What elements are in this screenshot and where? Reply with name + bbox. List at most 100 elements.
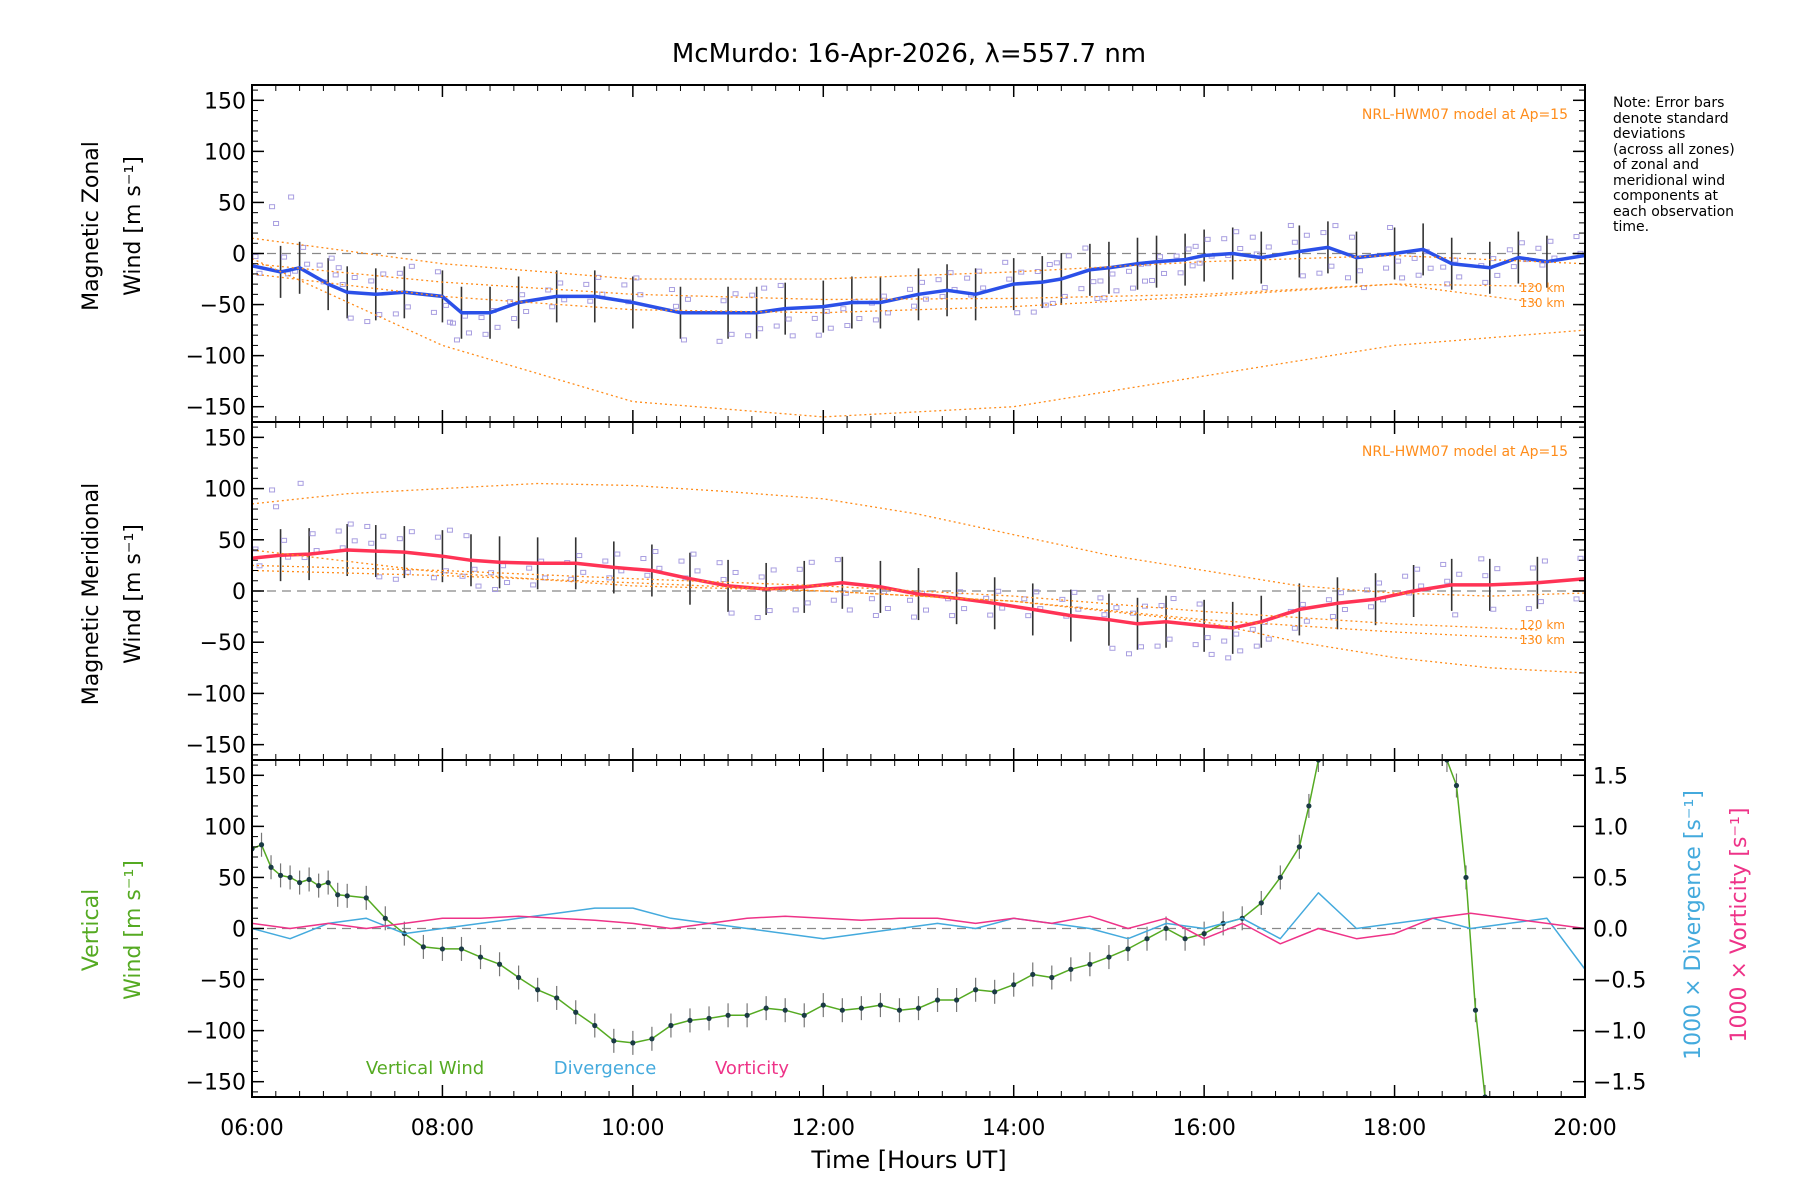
zonal-series-zonal-wind-scatter-point: [587, 298, 594, 304]
zonal-series-zonal-wind-scatter-point: [1157, 254, 1164, 260]
zonal-series-zonal-wind-scatter-point: [856, 316, 863, 322]
zonal-series-zonal-wind-scatter-point: [1482, 279, 1489, 285]
zonal-series-zonal-wind-scatter-point: [749, 292, 756, 298]
meridional-series-meridional-wind-scatter-point: [335, 528, 342, 534]
legend-divergence: Divergence: [554, 1058, 657, 1079]
meridional-series-meridional-wind-scatter-point: [690, 551, 697, 557]
meridional-series-meridional-wind-scatter-point: [957, 589, 964, 595]
vertical-series-vertical-wind-point: [1049, 974, 1055, 981]
meridional-series-meridional-wind-scatter-point: [694, 568, 701, 574]
meridional-model-label: NRL-HWM07 model at Ap=15: [1362, 444, 1568, 460]
zonal-series-zonal-wind-scatter-point: [1049, 300, 1056, 306]
zonal-series-zonal-wind-scatter-point: [1303, 232, 1310, 238]
meridional-series-meridional-wind-scatter-point: [364, 523, 371, 529]
zonal-series-zonal-wind-scatter-point: [823, 308, 830, 314]
zonal-series-zonal-wind-scatter-point: [252, 254, 259, 260]
vertical-series-vertical-wind-point: [496, 961, 503, 967]
meridional-wind-panel: −150 −100 −50 0 50 100 150: [186, 421, 1595, 761]
zonal-series-zonal-wind-scatter-point: [773, 323, 780, 329]
zonal-series-zonal-wind-scatter-point: [511, 316, 518, 322]
zonal-series-zonal-wind-scatter-point: [1360, 285, 1367, 291]
zonal-series-zonal-wind-scatter-point: [1002, 259, 1009, 265]
meridional-series-meridional-wind-scatter-point: [1113, 605, 1120, 611]
meridional-ytick-label: 150: [204, 426, 246, 451]
zonal-series-zonal-wind-scatter-point: [884, 310, 891, 316]
meridional-series-meridional-wind-scatter-point: [1233, 631, 1240, 637]
vertical-xtick-label: 14:00: [982, 1116, 1045, 1141]
meridional-series-meridional-wind-scatter-point: [923, 607, 929, 613]
vertical-series-vorticity-line: [252, 912, 1585, 945]
meridional-series-meridional-wind-scatter-point: [1025, 613, 1032, 619]
meridional-series-meridional-wind-scatter-point: [269, 487, 276, 493]
meridional-series-meridional-wind-scatter-point: [408, 529, 415, 535]
meridional-series-meridional-wind-scatter-point: [1368, 604, 1375, 610]
zonal-series-zonal-wind-scatter-point: [1185, 246, 1192, 252]
vertical-series-vertical-wind-point: [744, 1012, 750, 1018]
zonal-series-zonal-wind-scatter-point: [1287, 222, 1294, 228]
vertical-xtick-label: 18:00: [1363, 1116, 1426, 1141]
meridional-series-meridional-wind-scatter-point: [754, 615, 761, 621]
zonal-series-zonal-wind-scatter-point: [935, 277, 942, 283]
meridional-series-meridional-wind-scatter-point: [961, 606, 968, 612]
zonal-series-zonal-wind-scatter-point: [1161, 270, 1168, 276]
zonal-series-zonal-wind-scatter-point: [478, 315, 485, 321]
meridional-series-meridional-wind-scatter-point: [614, 551, 621, 557]
vertical-ytick-label: −150: [186, 1071, 246, 1096]
meridional-series-meridional-wind-scatter-point: [1137, 644, 1144, 650]
meridional-series-meridional-wind-scatter-point: [396, 536, 403, 542]
zonal-series-zonal-wind-scatter-point: [1590, 244, 1595, 248]
vertical-series-vertical-wind-point: [1125, 946, 1131, 952]
zonal-series-zonal-wind-scatter-point: [1149, 277, 1156, 283]
zonal-series-zonal-wind-scatter-point: [964, 275, 971, 281]
zonal-series-zonal-wind-scatter-point: [1506, 247, 1513, 253]
zonal-series-zonal-wind-scatter-point: [1399, 275, 1406, 281]
zonal-series-zonal-wind-scatter-point: [684, 296, 691, 302]
zonal-series-zonal-wind-scatter-point: [545, 287, 552, 293]
meridional-series-meridional-wind-scatter-point: [434, 534, 441, 540]
note-line: components at: [1613, 188, 1719, 204]
zonal-series-zonal-wind-scatter-point: [1078, 286, 1085, 292]
vertical-series-vertical-wind-late--point: [1472, 1007, 1479, 1013]
vertical-series-vertical-wind-point: [953, 997, 960, 1003]
zonal-series-zonal-wind-scatter-point: [1387, 225, 1394, 230]
vertical-series-vertical-wind-point: [687, 1017, 693, 1024]
meridional-series-meridional-wind-scatter-point: [1208, 651, 1215, 657]
zonal-ytick-label: 50: [218, 191, 246, 216]
meridional-series-meridional-wind-scatter-point: [1590, 607, 1595, 611]
meridional-series-meridional-wind-scatter-point: [1577, 555, 1584, 561]
note-line: of zonal and: [1613, 157, 1699, 173]
vertical-xtick-label: 10:00: [601, 1116, 664, 1141]
vertical-series-vertical-wind-point: [896, 1007, 903, 1013]
zonal-series-zonal-wind-scatter-point: [980, 285, 987, 291]
zonal-series-zonal-wind-scatter-point: [1113, 288, 1120, 294]
meridional-series-meridional-wind-scatter-point: [281, 537, 288, 543]
zonal-series-zonal-wind-scatter-point: [880, 293, 887, 299]
zonal-series-zonal-wind-scatter-point: [1030, 309, 1037, 315]
zonal-series-zonal-wind-scatter-point: [288, 194, 295, 200]
meridional-series-meridional-wind-scatter-point: [1075, 606, 1082, 612]
zonal-series-zonal-wind-scatter-point: [519, 292, 526, 298]
note-line: denote standard: [1613, 110, 1729, 127]
legend-vorticity: Vorticity: [715, 1058, 789, 1079]
vertical-series-vertical-wind-point: [325, 879, 331, 886]
zonal-series-zonal-wind-scatter-point: [328, 255, 335, 261]
meridional-series-meridional-wind-scatter-point: [1444, 578, 1451, 584]
meridional-series-meridional-wind-scatter-point: [1141, 603, 1148, 609]
meridional-series-meridional-wind-scatter-point: [868, 596, 875, 602]
zonal-series-zonal-wind-scatter-point: [482, 331, 489, 337]
meridional-series-meridional-wind-scatter-point: [1021, 596, 1028, 602]
meridional-series-meridional-wind-scatter-point: [380, 533, 387, 539]
zonal-series-zonal-wind-scatter-point: [1189, 263, 1196, 269]
zonal-series-zonal-wind-scatter-point: [621, 282, 628, 288]
meridional-series-meridional-wind-scatter-point: [1109, 645, 1116, 651]
vertical-series-vertical-wind-point: [839, 1007, 845, 1013]
meridional-series-meridional-wind-scatter-point: [1125, 651, 1132, 657]
zonal-series-zonal-wind-scatter-point: [827, 325, 834, 331]
meridional-series-meridional-wind-scatter-point: [475, 583, 482, 589]
zonal-series-zonal-wind-scatter-point: [757, 326, 764, 332]
zonal-plot-area: [252, 194, 1595, 418]
zonal-series-zonal-wind-scatter-point: [380, 271, 387, 277]
meridional-series-meridional-wind-scatter-point: [880, 589, 887, 595]
zonal-series-zonal-wind-scatter-point: [1173, 253, 1180, 259]
meridional-series-meridional-wind-scatter-point: [949, 613, 956, 619]
